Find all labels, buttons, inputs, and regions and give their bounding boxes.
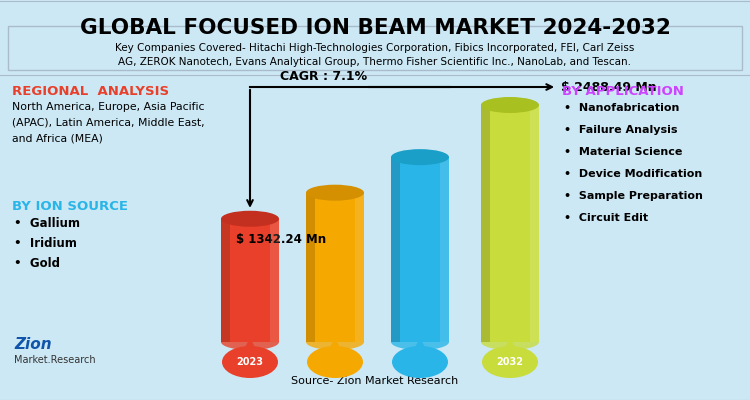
Polygon shape xyxy=(306,193,315,342)
Polygon shape xyxy=(414,338,426,349)
Polygon shape xyxy=(530,105,539,342)
Text: Market.Research: Market.Research xyxy=(14,355,96,365)
Polygon shape xyxy=(244,338,256,349)
Text: North America, Europe, Asia Pacific
(APAC), Latin America, Middle East,
and Afri: North America, Europe, Asia Pacific (APA… xyxy=(12,102,205,143)
Text: CAGR : 7.1%: CAGR : 7.1% xyxy=(280,70,368,83)
Ellipse shape xyxy=(481,97,539,113)
Ellipse shape xyxy=(391,149,449,165)
FancyBboxPatch shape xyxy=(8,26,742,70)
Text: REGIONAL  ANALYSIS: REGIONAL ANALYSIS xyxy=(12,85,170,98)
Polygon shape xyxy=(440,157,449,342)
Ellipse shape xyxy=(222,346,278,378)
Polygon shape xyxy=(391,157,400,342)
Polygon shape xyxy=(481,105,539,342)
Ellipse shape xyxy=(221,211,279,227)
Text: •  Gold: • Gold xyxy=(14,257,60,270)
Ellipse shape xyxy=(481,334,539,350)
Text: •  Sample Preparation: • Sample Preparation xyxy=(564,191,703,201)
Text: Source- Zion Market Research: Source- Zion Market Research xyxy=(291,376,458,386)
Ellipse shape xyxy=(482,346,538,378)
Ellipse shape xyxy=(306,334,364,350)
Text: •  Material Science: • Material Science xyxy=(564,147,682,157)
Text: AG, ZEROK Nanotech, Evans Analytical Group, Thermo Fisher Scientific Inc., NanoL: AG, ZEROK Nanotech, Evans Analytical Gro… xyxy=(118,57,632,67)
Text: Zion: Zion xyxy=(14,337,52,352)
Polygon shape xyxy=(270,219,279,342)
Text: 2032: 2032 xyxy=(496,357,523,367)
Polygon shape xyxy=(481,105,490,342)
Text: •  Device Modification: • Device Modification xyxy=(564,169,702,179)
Ellipse shape xyxy=(306,185,364,201)
Polygon shape xyxy=(504,338,516,349)
Ellipse shape xyxy=(392,346,448,378)
Text: $ 2488.49 Mn: $ 2488.49 Mn xyxy=(561,80,657,94)
Text: •  Circuit Edit: • Circuit Edit xyxy=(564,213,648,223)
Text: GLOBAL FOCUSED ION BEAM MARKET 2024-2032: GLOBAL FOCUSED ION BEAM MARKET 2024-2032 xyxy=(80,18,670,38)
Polygon shape xyxy=(329,338,341,349)
Ellipse shape xyxy=(221,334,279,350)
Polygon shape xyxy=(306,193,364,342)
Text: •  Gallium: • Gallium xyxy=(14,217,80,230)
Text: 2023: 2023 xyxy=(236,357,263,367)
Ellipse shape xyxy=(307,346,363,378)
Text: •  Nanofabrication: • Nanofabrication xyxy=(564,103,680,113)
Text: •  Iridium: • Iridium xyxy=(14,237,76,250)
Text: BY ION SOURCE: BY ION SOURCE xyxy=(12,200,128,213)
Polygon shape xyxy=(391,157,449,342)
Text: Key Companies Covered- Hitachi High-Technologies Corporation, Fibics Incorporate: Key Companies Covered- Hitachi High-Tech… xyxy=(116,43,634,53)
Polygon shape xyxy=(221,219,279,342)
Polygon shape xyxy=(221,219,230,342)
Text: $ 1342.24 Mn: $ 1342.24 Mn xyxy=(236,233,326,246)
Text: •  Failure Analysis: • Failure Analysis xyxy=(564,125,677,135)
Text: BY APPLICATION: BY APPLICATION xyxy=(562,85,684,98)
Ellipse shape xyxy=(391,334,449,350)
Polygon shape xyxy=(356,193,364,342)
